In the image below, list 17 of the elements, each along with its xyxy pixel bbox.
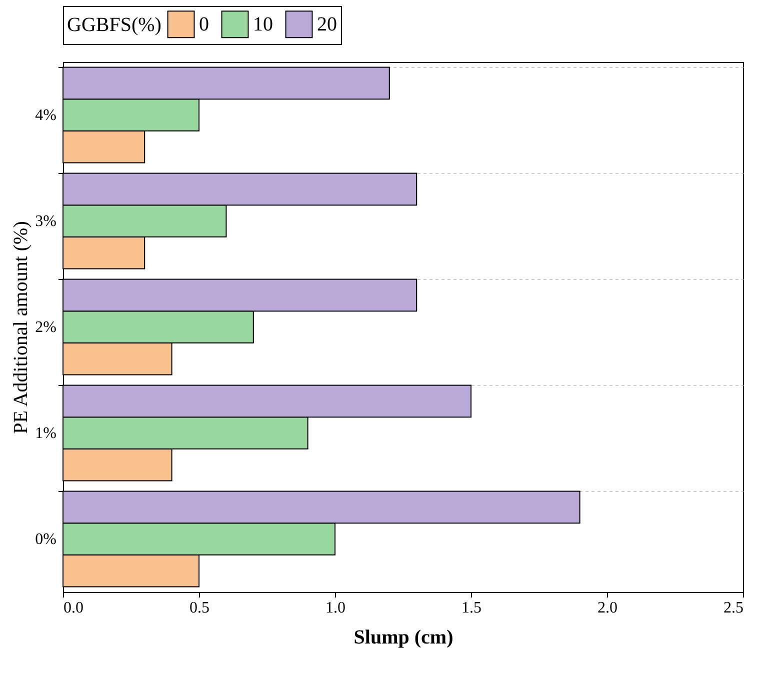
x-axis-title: Slump (cm): [354, 626, 454, 648]
legend-title: GGBFS(%): [67, 14, 162, 36]
x-tick-label: 0.0: [64, 600, 84, 616]
y-tick-label: 1%: [35, 425, 56, 442]
y-tick-label: 0%: [35, 531, 56, 548]
y-tick-label: 4%: [35, 107, 56, 124]
y-tick-label: 2%: [35, 319, 56, 336]
legend-label: 20: [317, 13, 337, 36]
legend-label: 0: [199, 13, 209, 36]
y-axis-title: PE Additional amount (%): [10, 221, 32, 434]
legend-label: 10: [253, 13, 273, 36]
x-tick-label: 2.5: [724, 600, 744, 616]
x-tick-label: 1.0: [326, 600, 346, 616]
x-tick-label: 0.5: [190, 600, 210, 616]
y-tick-label: 3%: [35, 213, 56, 230]
x-tick-label: 1.5: [462, 600, 482, 616]
x-tick-label: 2.0: [598, 600, 618, 616]
